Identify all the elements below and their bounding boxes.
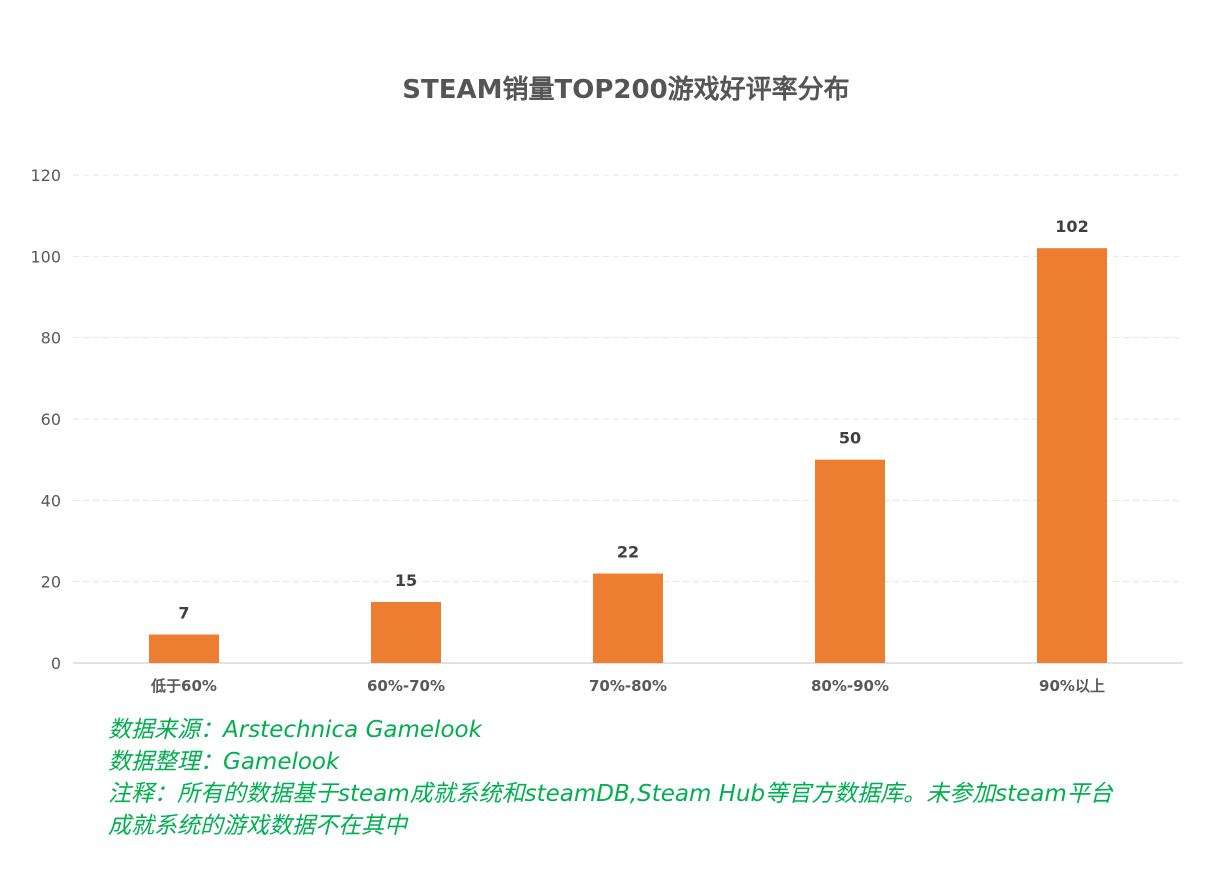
y-tick-label: 40: [41, 491, 61, 510]
data-label: 50: [839, 429, 861, 448]
gridlines: [73, 174, 1183, 583]
data-labels: 7 15 22 50 102: [178, 217, 1088, 622]
y-tick-label: 0: [51, 654, 61, 673]
compiler-note: 数据整理：Gamelook: [108, 749, 340, 775]
x-category-label: 低于60%: [150, 677, 217, 695]
footnote-line-1: 注释：所有的数据基于steam成就系统和steamDB,Steam Hub等官方…: [108, 781, 1113, 807]
y-tick-label: 60: [41, 410, 61, 429]
y-tick-label: 120: [30, 166, 61, 185]
source-note: 数据来源：Arstechnica Gamelook: [108, 717, 482, 743]
chart-notes: 数据来源：Arstechnica Gamelook 数据整理：Gamelook …: [108, 714, 1208, 842]
y-tick-label: 20: [41, 573, 61, 592]
bar: [1037, 248, 1107, 663]
bar: [371, 602, 441, 663]
x-category-label: 70%-80%: [589, 677, 667, 695]
y-tick-label: 80: [41, 329, 61, 348]
x-category-label: 90%以上: [1039, 677, 1105, 695]
footnote-line-2: 成就系统的游戏数据不在其中: [108, 813, 407, 839]
bars: [149, 248, 1107, 663]
x-category-label: 80%-90%: [811, 677, 889, 695]
data-label: 22: [617, 543, 639, 562]
y-axis-ticks: 0 20 40 60 80 100 120: [30, 166, 61, 673]
x-category-label: 60%-70%: [367, 677, 445, 695]
data-label: 15: [395, 571, 417, 590]
data-label: 102: [1055, 217, 1088, 236]
y-tick-label: 100: [30, 247, 61, 266]
bar: [815, 459, 885, 663]
category-labels: 低于60% 60%-70% 70%-80% 80%-90% 90%以上: [150, 677, 1105, 695]
bar: [593, 573, 663, 663]
data-label: 7: [178, 604, 189, 623]
bar: [149, 634, 219, 663]
chart-title: STEAM销量TOP200游戏好评率分布: [402, 74, 849, 105]
